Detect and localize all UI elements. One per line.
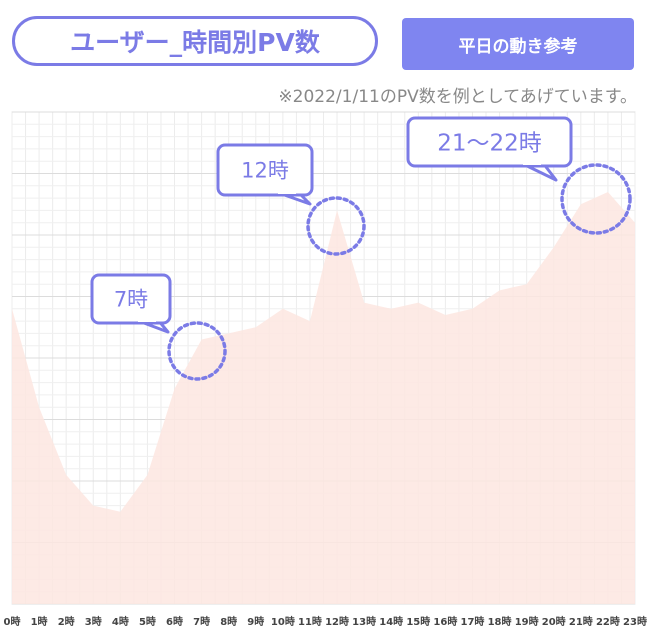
callout-box: [406, 116, 573, 168]
callout-box: [90, 273, 172, 325]
highlight-circle: [167, 321, 227, 381]
x-tick-label: 17時: [461, 615, 485, 628]
x-tick-label: 7時: [193, 615, 210, 628]
callout-join: [138, 318, 156, 322]
x-tick-label: 15時: [406, 615, 430, 628]
callout-label: 7時: [114, 288, 148, 312]
x-tick-label: 13時: [352, 615, 376, 628]
x-tick-label: 22時: [596, 615, 620, 628]
chart-title: ユーザー_時間別PV数: [12, 16, 378, 66]
x-tick-label: 1時: [31, 615, 48, 628]
callout-label: 12時: [241, 159, 289, 183]
x-tick-label: 20時: [542, 615, 566, 628]
data-note: ※2022/1/11のPV数を例としてあげています。: [278, 87, 637, 107]
x-tick-label: 11時: [298, 615, 322, 628]
x-tick-label: 8時: [220, 615, 237, 628]
x-tick-label: 19時: [515, 615, 539, 628]
weekday-reference-button[interactable]: 平日の動き参考: [402, 18, 634, 70]
x-tick-label: 10時: [271, 615, 295, 628]
highlight-circle: [560, 163, 632, 235]
x-tick-label: 6時: [166, 615, 183, 628]
highlight-circle: [306, 196, 366, 256]
x-tick-label: 5時: [139, 615, 156, 628]
callout-label: 21～22時: [437, 130, 542, 156]
callout-join: [278, 190, 296, 194]
x-tick-label: 21時: [569, 615, 593, 628]
x-tick-label: 3時: [85, 615, 102, 628]
callout-box: [216, 143, 314, 197]
x-tick-label: 9時: [247, 615, 264, 628]
x-tick-label: 12時: [325, 615, 349, 628]
x-tick-label: 23時: [623, 615, 647, 628]
x-tick-label: 0時: [4, 615, 21, 628]
pv-area: [12, 191, 635, 604]
x-tick-label: 2時: [58, 615, 75, 628]
x-tick-label: 16時: [433, 615, 457, 628]
x-tick-label: 14時: [379, 615, 403, 628]
x-tick-label: 18時: [488, 615, 512, 628]
callout-join: [523, 161, 541, 165]
x-tick-label: 4時: [112, 615, 129, 628]
